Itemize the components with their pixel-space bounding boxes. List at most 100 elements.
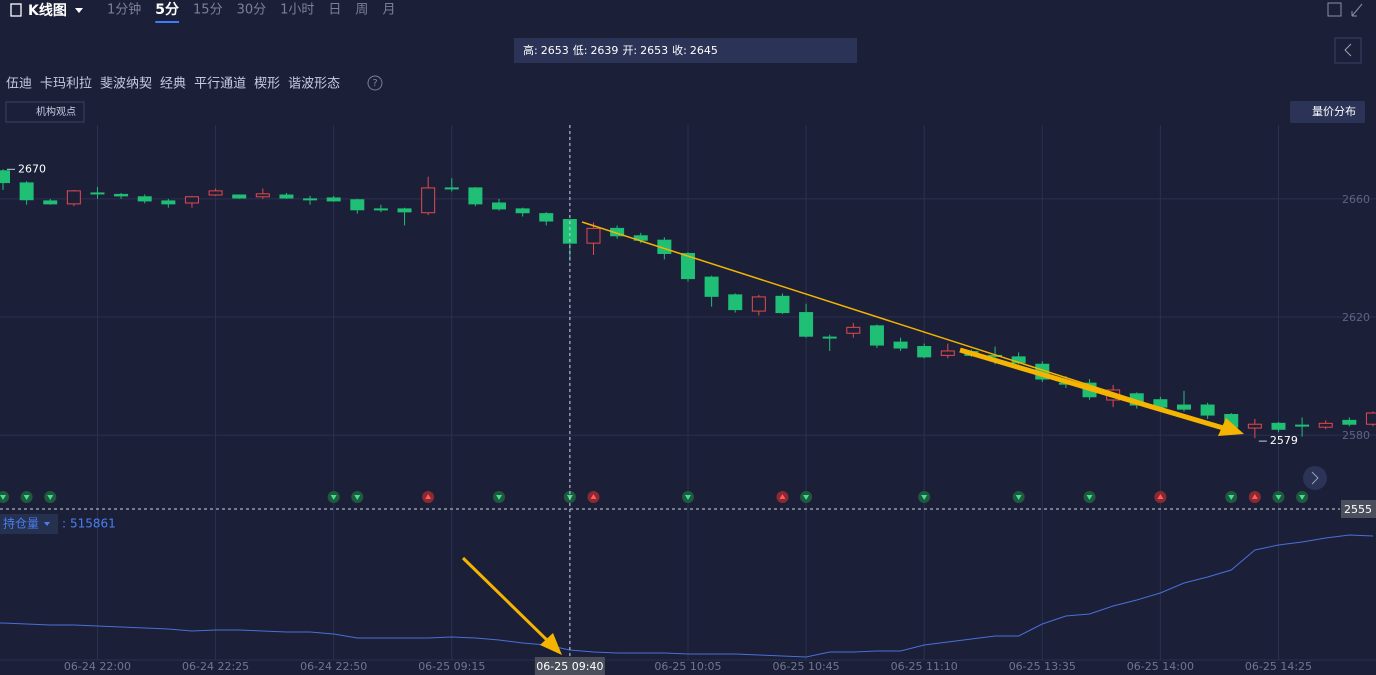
signal-icon <box>1251 494 1258 499</box>
open-interest-line <box>0 534 1373 658</box>
arrow-head <box>540 633 562 655</box>
institution-button[interactable] <box>5 101 85 123</box>
signal-icon <box>779 494 786 499</box>
signal-icon <box>330 495 337 500</box>
x-tick-label: 06-24 22:25 <box>182 660 249 673</box>
candle-body <box>704 276 719 297</box>
crosshair-x-box <box>534 657 605 675</box>
candle-body <box>303 198 318 201</box>
active-underline <box>155 21 180 23</box>
periods: 1分钟 5分 15分 30分 1小时日周月 <box>107 2 395 23</box>
candle-body <box>1177 404 1191 410</box>
signal-icon <box>23 495 30 500</box>
candle-body <box>751 296 766 312</box>
candle-body <box>19 182 34 201</box>
tooltip-label: 低: <box>573 44 588 57</box>
candle-body <box>184 196 199 204</box>
tooltip-value: 2653 <box>541 44 569 57</box>
collapse-icon[interactable] <box>1351 3 1363 17</box>
signal-icon <box>354 495 361 500</box>
tool[interactable]: 斐波纳契 <box>100 77 152 92</box>
chevron <box>1344 43 1352 57</box>
candle-body <box>492 202 507 210</box>
crosshair-x-label: 06-25 09:40 <box>536 660 603 673</box>
panel-toggle[interactable] <box>1334 37 1362 64</box>
x-tick-label: 06-25 09:15 <box>418 660 485 673</box>
tool[interactable]: 谐波形态 <box>288 77 340 92</box>
period[interactable]: 15分 <box>193 3 223 18</box>
candle-body <box>539 213 554 222</box>
x-tick-label: 06-24 22:00 <box>64 660 131 673</box>
signal-icon <box>1299 495 1306 500</box>
arrow-shaft <box>461 556 552 645</box>
candle-body <box>1247 423 1262 429</box>
tooltip-value: 2653 <box>640 44 668 57</box>
indicator-value: 515861 <box>70 517 116 531</box>
candle-body <box>114 193 129 197</box>
candle-body <box>66 190 81 205</box>
help[interactable]: ? <box>372 78 377 89</box>
candle-body <box>0 170 10 184</box>
x-tick-label: 06-25 14:25 <box>1245 660 1312 673</box>
candle-body <box>846 326 861 334</box>
period[interactable]: 30分 <box>237 3 267 18</box>
tool[interactable]: 卡玛利拉 <box>40 77 92 92</box>
candle-body <box>728 294 743 311</box>
candle-body <box>940 350 955 356</box>
period[interactable]: 周 <box>355 3 368 18</box>
candle-body <box>562 219 577 244</box>
candle-body <box>869 325 884 346</box>
candle-body <box>373 208 388 211</box>
candle-body <box>1271 422 1286 430</box>
candle-body <box>586 227 601 244</box>
signal-icon <box>0 495 6 500</box>
signal-icon <box>921 495 928 500</box>
candle-body <box>421 187 436 214</box>
candle-body <box>255 193 270 198</box>
tool[interactable]: 伍迪 <box>6 77 32 92</box>
candle-body <box>822 336 837 339</box>
help-icon[interactable] <box>367 75 383 91</box>
title[interactable]: K线图 <box>28 2 67 19</box>
price-marker: 2579 <box>1270 434 1298 447</box>
candle-body <box>680 252 695 280</box>
period[interactable]: 1小时 <box>280 3 314 18</box>
grid-icon[interactable] <box>1327 2 1342 17</box>
indicator-name[interactable]: 持仓量 <box>3 516 39 531</box>
tooltip-label: 开: <box>622 44 637 57</box>
scroll-button[interactable] <box>1303 466 1327 490</box>
candle-body <box>444 187 459 190</box>
tooltip-label: 收: <box>672 43 687 57</box>
indicator-chip[interactable] <box>0 514 58 534</box>
dropdown-icon <box>75 8 83 13</box>
chevron <box>1311 471 1319 485</box>
signal-icon <box>425 494 432 499</box>
period[interactable]: 月 <box>382 3 395 18</box>
volume-profile[interactable]: 量价分布 <box>1312 105 1356 118</box>
candle-body <box>161 200 176 205</box>
candle-body <box>893 341 908 349</box>
candle-body <box>775 295 790 314</box>
period[interactable]: 日 <box>328 3 341 18</box>
candle-body <box>917 346 932 358</box>
volume-profile-button[interactable] <box>1290 101 1365 123</box>
candle-body <box>1365 412 1376 425</box>
candle-body <box>515 208 530 214</box>
tool[interactable]: 楔形 <box>254 77 280 92</box>
x-tick-label: 06-24 22:50 <box>300 660 367 673</box>
dropdown-icon <box>44 522 50 526</box>
price-marker: 2670 <box>18 162 46 175</box>
plot: 2580 2620 2660 06-24 22:00 06-24 22:25 06-24 … <box>0 125 1376 675</box>
candle-body <box>610 227 625 237</box>
period[interactable]: 5分 <box>155 2 179 18</box>
tool[interactable]: 经典 <box>160 77 186 92</box>
period[interactable]: 1分钟 <box>107 2 141 18</box>
arrow-shaft <box>959 347 1231 433</box>
tooltip-value: 2639 <box>590 44 618 57</box>
candle-body <box>1342 419 1357 425</box>
x-tick-label: 06-25 11:10 <box>891 660 958 673</box>
icon <box>10 3 22 17</box>
tool[interactable]: 平行通道 <box>194 77 246 92</box>
institution[interactable]: 机构观点 <box>36 105 76 118</box>
